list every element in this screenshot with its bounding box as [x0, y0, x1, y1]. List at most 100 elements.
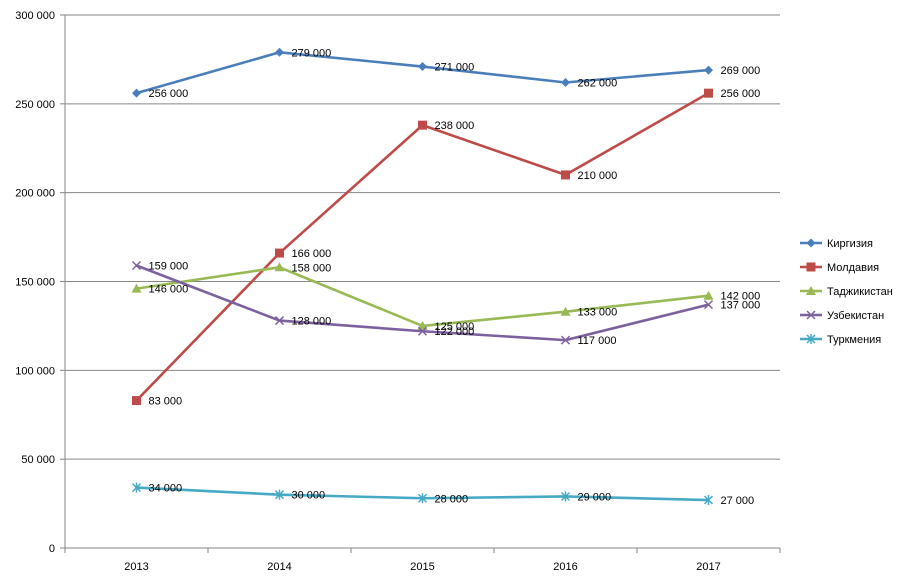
legend-label: Молдавия — [827, 262, 879, 274]
data-point — [418, 62, 427, 72]
diamond-marker — [132, 88, 141, 98]
data-label: 262 000 — [578, 78, 618, 90]
data-point — [132, 88, 141, 98]
x-axis-tick-labels: 2013 2014 2015 2016 2017 — [124, 561, 720, 573]
square-marker — [561, 170, 570, 180]
data-label: 30 000 — [292, 490, 326, 502]
data-label: 210 000 — [578, 170, 618, 182]
data-point — [418, 120, 427, 130]
data-label: 133 000 — [578, 307, 618, 319]
y-tick-label: 0 — [49, 543, 55, 555]
data-point — [561, 170, 570, 180]
data-point — [417, 320, 428, 330]
data-point — [131, 260, 142, 271]
data-label: 269 000 — [721, 65, 761, 77]
data-label: 83 000 — [149, 396, 183, 408]
square-marker — [132, 396, 141, 406]
diamond-marker — [418, 62, 427, 72]
legend-marker — [806, 262, 816, 272]
data-point — [131, 482, 142, 493]
square-marker — [418, 120, 427, 130]
data-label: 125 000 — [435, 321, 475, 333]
series-lines — [131, 47, 714, 506]
data-point — [703, 300, 714, 310]
data-point — [132, 396, 141, 406]
square-marker — [704, 88, 713, 98]
data-label: 142 000 — [721, 291, 761, 303]
series-line-2 — [135, 92, 710, 402]
legend-entry: Туркмения — [800, 334, 881, 346]
data-labels: 256 000 279 000 271 000 262 000 269 000 83 00… — [149, 47, 761, 507]
data-label: 146 000 — [149, 284, 189, 296]
data-point — [704, 88, 713, 98]
diamond-marker — [704, 65, 713, 75]
triangle-marker — [131, 283, 142, 293]
data-label: 158 000 — [292, 262, 332, 274]
data-point — [274, 316, 285, 326]
data-label: 117 000 — [578, 335, 617, 347]
data-point — [561, 78, 570, 88]
data-label: 279 000 — [292, 47, 332, 59]
x-marker-stroke — [560, 335, 571, 345]
data-point — [703, 290, 714, 300]
legend-marker — [806, 238, 816, 248]
data-point — [274, 489, 285, 500]
diamond-marker — [275, 47, 284, 57]
data-point — [131, 283, 142, 293]
legend-marker — [806, 310, 816, 320]
data-label: 137 000 — [721, 300, 761, 312]
y-tick-label: 250 000 — [15, 99, 55, 111]
legend-entry: Узбекистан — [800, 310, 884, 322]
x-tick-label: 2013 — [124, 561, 148, 573]
data-point — [417, 493, 428, 504]
x-marker-stroke — [703, 300, 714, 310]
x-tick-label: 2016 — [553, 561, 577, 573]
legend: Киргизия Молдавия Таджикистан Узбекистан Тур… — [800, 238, 893, 346]
data-label: 256 000 — [149, 88, 189, 100]
data-label: 122 000 — [435, 326, 475, 338]
x-marker-stroke — [806, 310, 816, 320]
legend-label: Туркмения — [827, 334, 881, 346]
x-marker-stroke — [274, 316, 285, 326]
data-label: 34 000 — [149, 483, 183, 495]
axes — [60, 14, 781, 553]
data-point — [560, 335, 571, 345]
legend-entry: Таджикистан — [800, 286, 893, 298]
triangle-marker — [560, 306, 571, 316]
data-label: 166 000 — [292, 248, 332, 260]
data-label: 256 000 — [721, 88, 761, 100]
legend-label: Киргизия — [827, 238, 873, 250]
data-point — [275, 47, 284, 57]
x-tick-label: 2014 — [267, 561, 291, 573]
data-point — [274, 262, 285, 272]
legend-entry: Молдавия — [800, 262, 879, 274]
y-tick-label: 200 000 — [15, 188, 55, 200]
data-point — [703, 495, 714, 506]
data-label: 271 000 — [435, 62, 475, 74]
data-label: 29 000 — [578, 491, 612, 503]
y-tick-label: 150 000 — [15, 277, 55, 289]
diamond-marker — [561, 78, 570, 88]
x-tick-label: 2017 — [696, 561, 720, 573]
triangle-marker — [417, 320, 428, 330]
data-point — [560, 491, 571, 502]
data-label: 159 000 — [149, 261, 189, 273]
y-tick-label: 50 000 — [21, 454, 55, 466]
data-point — [704, 65, 713, 75]
y-tick-label: 100 000 — [15, 365, 55, 377]
triangle-marker — [703, 290, 714, 300]
legend-marker — [806, 334, 816, 344]
legend-marker — [806, 286, 816, 295]
triangle-marker — [274, 262, 285, 272]
legend-label: Узбекистан — [827, 310, 884, 322]
data-label: 128 000 — [292, 316, 332, 328]
y-tick-label: 300 000 — [15, 10, 55, 22]
data-label: 28 000 — [435, 493, 469, 505]
legend-entry: Киргизия — [800, 238, 873, 250]
series-line-3 — [136, 265, 709, 328]
x-marker-stroke — [417, 326, 428, 336]
data-label: 27 000 — [721, 495, 755, 507]
legend-label: Таджикистан — [827, 286, 893, 298]
y-axis-tick-labels: 0 50 000 100 000 150 000 200 000 250 000 300 0… — [15, 10, 55, 555]
